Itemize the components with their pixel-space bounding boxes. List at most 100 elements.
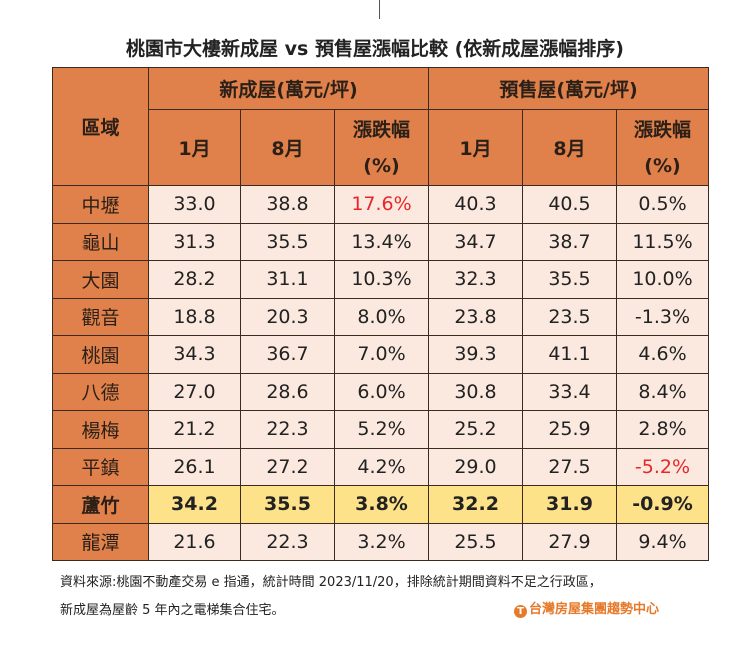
table-row: 平鎮 26.1 27.2 4.2% 29.0 27.5 -5.2% [52,447,709,486]
header-change-unit: (%) [363,154,400,177]
header-change-label: 漲跌幅 [633,118,691,141]
cell-new-chg: 13.4% [334,222,429,261]
area-cell: 觀音 [52,297,149,336]
header-change-label: 漲跌幅 [352,118,410,141]
cell-pre-jan: 29.0 [428,447,523,486]
table-row: 觀音 18.8 20.3 8.0% 23.8 23.5 -1.3% [52,297,709,336]
cell-pre-aug: 27.5 [522,447,617,486]
cell-new-aug: 35.5 [240,222,335,261]
header-area: 區域 [52,67,149,186]
cell-pre-jan: 25.5 [428,522,523,561]
cell-new-aug: 35.5 [240,485,335,524]
cell-pre-jan: 32.2 [428,485,523,524]
page-title: 桃園市大樓新成屋 vs 預售屋漲幅比較 (依新成屋漲幅排序) [126,38,624,60]
cell-pre-aug: 27.9 [522,522,617,561]
cell-new-aug: 38.8 [240,185,335,224]
table-row: 桃園 34.3 36.7 7.0% 39.3 41.1 4.6% [52,335,709,374]
cell-new-chg: 8.0% [334,297,429,336]
cell-pre-aug: 25.9 [522,410,617,449]
cell-new-aug: 31.1 [240,260,335,299]
table-row: 中壢 33.0 38.8 17.6% 40.3 40.5 0.5% [52,185,709,224]
area-cell: 八德 [52,372,149,411]
header-new-change: 漲跌幅 (%) [334,109,429,186]
cell-new-jan: 21.6 [148,522,241,561]
logo-icon: T [514,605,527,618]
cell-pre-chg: 4.6% [616,335,709,374]
cell-pre-chg: -5.2% [616,447,709,486]
cell-new-aug: 22.3 [240,410,335,449]
area-cell: 桃園 [52,335,149,374]
cell-new-jan: 28.2 [148,260,241,299]
table-row: 大園 28.2 31.1 10.3% 32.3 35.5 10.0% [52,260,709,299]
header-pre-change: 漲跌幅 (%) [616,109,709,186]
cell-new-jan: 27.0 [148,372,241,411]
cell-pre-jan: 32.3 [428,260,523,299]
cell-new-jan: 34.3 [148,335,241,374]
cell-new-aug: 20.3 [240,297,335,336]
cell-new-chg: 5.2% [334,410,429,449]
cell-new-chg: 3.2% [334,522,429,561]
table-row: 蘆竹 34.2 35.5 3.8% 32.2 31.9 -0.9% [52,485,709,524]
cell-pre-aug: 33.4 [522,372,617,411]
header-change-unit: (%) [644,154,681,177]
cell-pre-jan: 34.7 [428,222,523,261]
cell-new-aug: 36.7 [240,335,335,374]
cell-pre-chg: -0.9% [616,485,709,524]
cell-new-jan: 21.2 [148,410,241,449]
cell-pre-jan: 39.3 [428,335,523,374]
cell-pre-chg: 2.8% [616,410,709,449]
cell-pre-chg: 0.5% [616,185,709,224]
cell-new-chg: 6.0% [334,372,429,411]
cell-new-aug: 27.2 [240,447,335,486]
cell-new-chg: 4.2% [334,447,429,486]
cell-new-aug: 22.3 [240,522,335,561]
header-pre-jan: 1月 [428,109,523,186]
table-row: 八德 27.0 28.6 6.0% 30.8 33.4 8.4% [52,372,709,411]
cell-new-chg: 3.8% [334,485,429,524]
header-presale: 預售屋(萬元/坪) [428,67,709,110]
price-comparison-table: 區域 新成屋(萬元/坪) 預售屋(萬元/坪) 1月 8月 漲跌幅 (%) 1月 8… [52,67,709,561]
cell-new-chg: 17.6% [334,185,429,224]
area-cell: 中壢 [52,185,149,224]
cell-pre-chg: 11.5% [616,222,709,261]
area-cell: 楊梅 [52,410,149,449]
cell-pre-chg: 9.4% [616,522,709,561]
table-row: 龍潭 21.6 22.3 3.2% 25.5 27.9 9.4% [52,522,709,561]
source-note: 資料來源:桃園不動產交易 e 指通，統計時間 2023/11/20，排除統計期間… [60,575,602,590]
cell-pre-jan: 40.3 [428,185,523,224]
area-cell: 平鎮 [52,447,149,486]
definition-note: 新成屋為屋齡 5 年內之電梯集合住宅。 [60,603,285,618]
cell-new-jan: 34.2 [148,485,241,524]
table-row: 楊梅 21.2 22.3 5.2% 25.2 25.9 2.8% [52,410,709,449]
cell-pre-jan: 23.8 [428,297,523,336]
cell-pre-aug: 35.5 [522,260,617,299]
header-new-aug: 8月 [240,109,335,186]
cell-pre-aug: 41.1 [522,335,617,374]
cell-pre-jan: 25.2 [428,410,523,449]
cell-new-aug: 28.6 [240,372,335,411]
cell-new-jan: 33.0 [148,185,241,224]
area-cell: 龍潭 [52,522,149,561]
area-cell: 大園 [52,260,149,299]
cell-new-chg: 7.0% [334,335,429,374]
cell-new-chg: 10.3% [334,260,429,299]
cell-new-jan: 31.3 [148,222,241,261]
company-logo: T 台灣房屋集團趨勢中心 [514,598,659,618]
cell-pre-aug: 38.7 [522,222,617,261]
divider-line [379,0,380,19]
cell-new-jan: 18.8 [148,297,241,336]
cell-pre-aug: 31.9 [522,485,617,524]
cell-pre-chg: 10.0% [616,260,709,299]
cell-pre-chg: 8.4% [616,372,709,411]
cell-pre-jan: 30.8 [428,372,523,411]
header-pre-aug: 8月 [522,109,617,186]
area-cell: 龜山 [52,222,149,261]
area-cell: 蘆竹 [52,485,149,524]
cell-new-jan: 26.1 [148,447,241,486]
table-row: 龜山 31.3 35.5 13.4% 34.7 38.7 11.5% [52,222,709,261]
cell-pre-aug: 23.5 [522,297,617,336]
cell-pre-chg: -1.3% [616,297,709,336]
header-new-jan: 1月 [148,109,241,186]
logo-text: 台灣房屋集團趨勢中心 [529,602,660,617]
